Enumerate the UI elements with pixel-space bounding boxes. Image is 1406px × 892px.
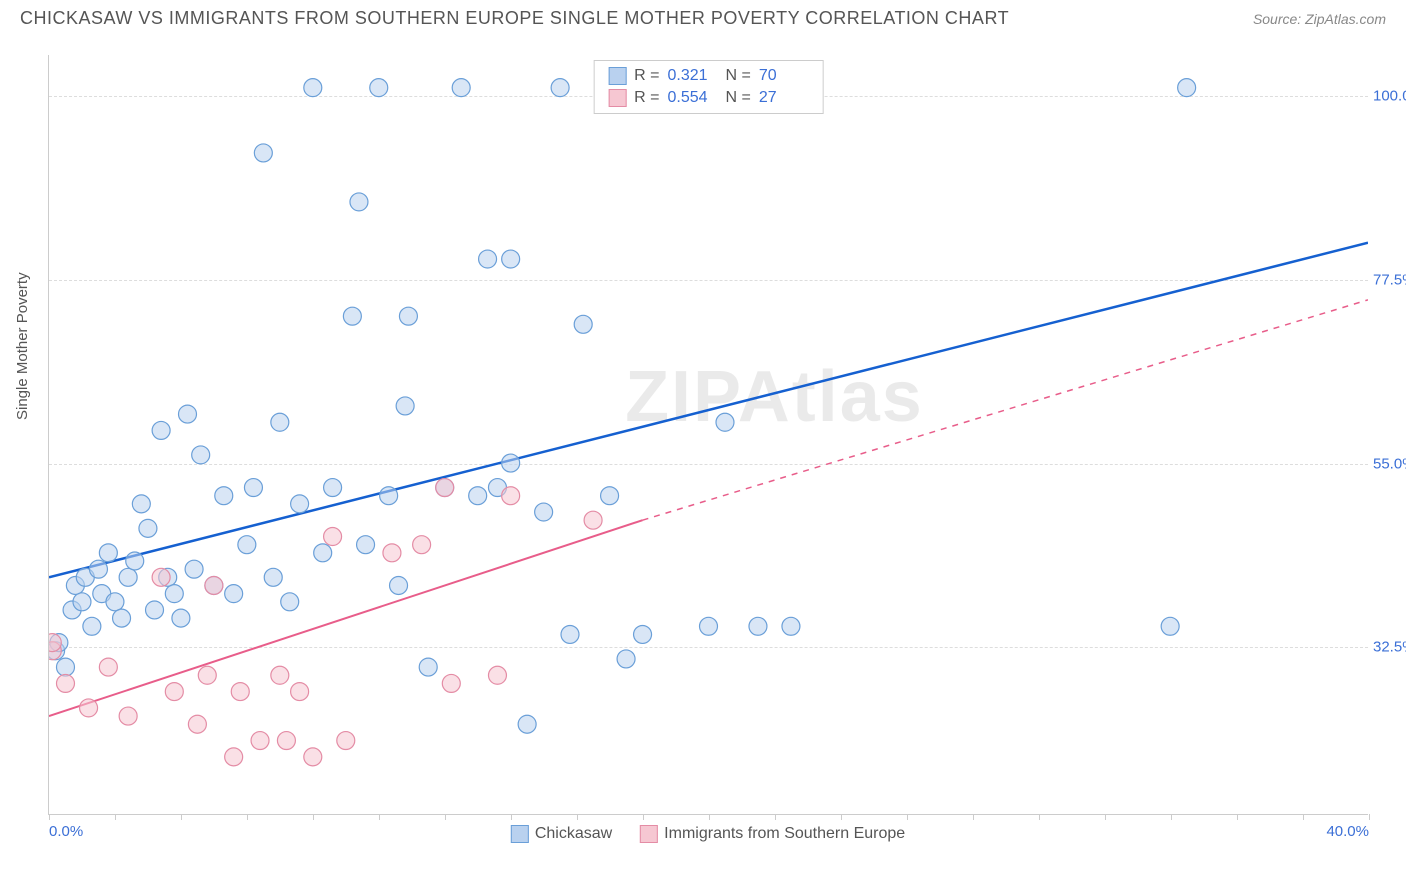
- x-tick: [511, 814, 512, 820]
- legend-row: R = 0.554 N = 27: [608, 87, 809, 109]
- legend-item: Chickasaw: [511, 825, 612, 843]
- y-tick-label: 32.5%: [1373, 639, 1406, 656]
- legend-r-value: 0.554: [668, 89, 718, 107]
- chart-title: CHICKASAW VS IMMIGRANTS FROM SOUTHERN EU…: [20, 8, 1009, 29]
- y-tick-label: 55.0%: [1373, 455, 1406, 472]
- legend-n-label: N =: [726, 67, 751, 85]
- x-tick: [379, 814, 380, 820]
- x-tick: [643, 814, 644, 820]
- legend-n-value: 27: [759, 89, 809, 107]
- correlation-legend: R = 0.321 N = 70 R = 0.554 N = 27: [593, 60, 824, 114]
- legend-n-value: 70: [759, 67, 809, 85]
- x-tick-label: 40.0%: [1326, 823, 1369, 840]
- swatch-icon: [608, 89, 626, 107]
- x-tick: [1237, 814, 1238, 820]
- x-tick: [1039, 814, 1040, 820]
- x-tick: [907, 814, 908, 820]
- y-tick-label: 77.5%: [1373, 271, 1406, 288]
- x-tick: [973, 814, 974, 820]
- legend-r-label: R =: [634, 89, 659, 107]
- x-tick: [775, 814, 776, 820]
- x-tick: [313, 814, 314, 820]
- swatch-icon: [608, 67, 626, 85]
- x-tick: [1369, 814, 1370, 820]
- x-tick: [445, 814, 446, 820]
- series-legend: Chickasaw Immigrants from Southern Europ…: [511, 825, 905, 843]
- y-axis-label: Single Mother Poverty: [14, 272, 31, 420]
- swatch-icon: [640, 825, 658, 843]
- chart-source: Source: ZipAtlas.com: [1253, 11, 1386, 27]
- x-tick: [115, 814, 116, 820]
- legend-row: R = 0.321 N = 70: [608, 65, 809, 87]
- x-tick: [181, 814, 182, 820]
- chart-header: CHICKASAW VS IMMIGRANTS FROM SOUTHERN EU…: [0, 0, 1406, 29]
- x-tick-label: 0.0%: [49, 823, 83, 840]
- legend-item: Immigrants from Southern Europe: [640, 825, 905, 843]
- x-tick: [247, 814, 248, 820]
- legend-r-value: 0.321: [668, 67, 718, 85]
- x-tick: [841, 814, 842, 820]
- y-tick-label: 100.0%: [1373, 87, 1406, 104]
- legend-label: Chickasaw: [535, 825, 612, 843]
- legend-label: Immigrants from Southern Europe: [664, 825, 905, 843]
- x-tick: [577, 814, 578, 820]
- x-tick: [1171, 814, 1172, 820]
- x-tick: [1105, 814, 1106, 820]
- swatch-icon: [511, 825, 529, 843]
- plot-area: ZIPAtlas R = 0.321 N = 70 R = 0.554 N = …: [48, 55, 1368, 815]
- x-tick: [1303, 814, 1304, 820]
- scatter-plot-svg: [49, 55, 1368, 814]
- legend-n-label: N =: [726, 89, 751, 107]
- legend-r-label: R =: [634, 67, 659, 85]
- chart-container: ZIPAtlas R = 0.321 N = 70 R = 0.554 N = …: [48, 55, 1368, 815]
- x-tick: [709, 814, 710, 820]
- x-tick: [49, 814, 50, 820]
